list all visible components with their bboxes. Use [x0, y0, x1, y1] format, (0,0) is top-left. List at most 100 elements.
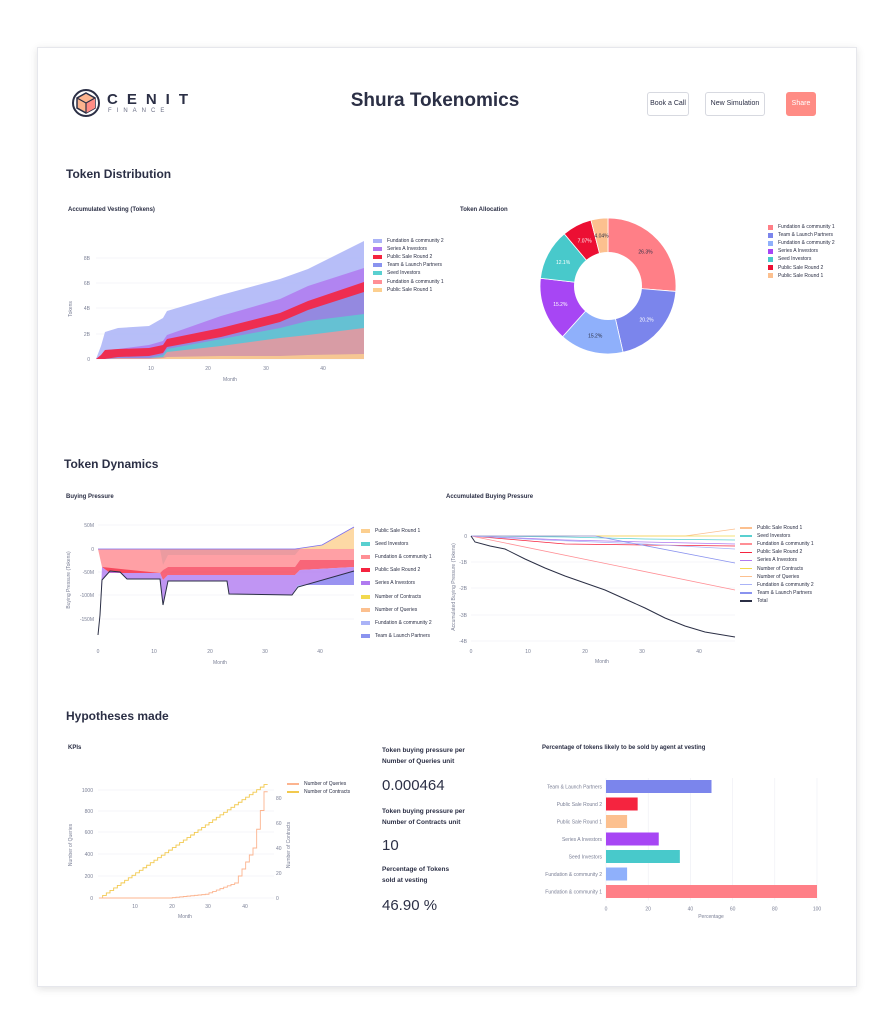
- legend-item[interactable]: Fundation & community 1: [768, 223, 835, 231]
- sell-bar[interactable]: [606, 797, 638, 811]
- buying-ytick: -100M: [80, 593, 94, 599]
- sell-xtick: 60: [730, 907, 736, 913]
- sell-xtick: 80: [772, 907, 778, 913]
- kpi-ytick-left: 800: [85, 809, 94, 815]
- legend-item[interactable]: Series A Investors: [740, 556, 814, 564]
- sell-xtick: 0: [605, 907, 608, 913]
- legend-item[interactable]: Team & Launch Partners: [361, 630, 432, 643]
- sell-xtick: 20: [645, 907, 651, 913]
- section-token-dynamics: Token Dynamics: [64, 457, 159, 471]
- kpi-ytick-left: 400: [85, 852, 94, 858]
- legend-item[interactable]: Fundation & community 1: [361, 550, 432, 563]
- sell-chart-title: Percentage of tokens likely to be sold b…: [542, 745, 706, 751]
- legend-item[interactable]: Public Sale Round 1: [373, 286, 444, 294]
- legend-item[interactable]: Seed Investors: [740, 532, 814, 540]
- legend-item[interactable]: Fundation & community 2: [740, 581, 814, 589]
- donut-slice-label: 7.07%: [578, 239, 593, 245]
- kpi-ytick-left: 600: [85, 830, 94, 836]
- vesting-ytick: 4B: [84, 306, 91, 312]
- vesting-chart: 0 2B 4B 6B 8B 10 20 30 40 Month Tokens: [68, 241, 364, 383]
- book-call-button[interactable]: Book a Call: [647, 92, 689, 116]
- sell-category-label: Fundation & community 1: [545, 890, 602, 896]
- buying-legend: Public Sale Round 1 Seed Investors Funda…: [361, 524, 432, 643]
- vesting-ytick: 2B: [84, 332, 91, 338]
- legend-item[interactable]: Seed Investors: [373, 269, 444, 277]
- allocation-legend: Fundation & community 1 Team & Launch Pa…: [768, 223, 835, 280]
- acc-ylabel: Accumulated Buying Pressure (Tokens): [451, 543, 457, 631]
- acc-ytick: -2B: [459, 586, 467, 592]
- buying-xtick: 10: [151, 649, 157, 655]
- kpi-chart-title: KPIs: [68, 745, 82, 751]
- acc-xtick: 0: [470, 649, 473, 655]
- acc-xtick: 20: [582, 649, 588, 655]
- sell-percentage-bar-chart: Team & Launch Partners Public Sale Round …: [545, 778, 821, 920]
- sell-bar[interactable]: [606, 867, 628, 881]
- legend-item[interactable]: Number of Contracts: [287, 788, 350, 796]
- share-button[interactable]: Share: [786, 92, 816, 116]
- legend-item[interactable]: Series A Investors: [373, 245, 444, 253]
- accumulated-buying-pressure-chart: 0 -1B -2B -3B -4B 0 10 20 30 40 Month Ac…: [451, 528, 736, 665]
- sell-bar[interactable]: [606, 885, 817, 898]
- kpi-xtick: 20: [169, 904, 175, 910]
- sell-category-label: Seed Investors: [569, 855, 603, 861]
- sell-bar[interactable]: [606, 780, 712, 793]
- legend-item[interactable]: Fundation & community 2: [768, 239, 835, 247]
- sell-bar[interactable]: [606, 815, 628, 828]
- kpi-ytick-right: 80: [276, 796, 282, 802]
- kpi-xlabel: Month: [178, 914, 192, 920]
- legend-item[interactable]: Number of Queries: [740, 573, 814, 581]
- vesting-xtick: 40: [320, 366, 326, 372]
- legend-item[interactable]: Series A Investors: [768, 247, 835, 255]
- legend-item[interactable]: Fundation & community 1: [373, 277, 444, 285]
- legend-item[interactable]: Number of Queries: [361, 603, 432, 616]
- legend-item[interactable]: Fundation & community 2: [373, 237, 444, 245]
- sell-bar[interactable]: [606, 850, 680, 863]
- sell-category-label: Series A Investors: [562, 837, 603, 843]
- legend-item[interactable]: Total: [740, 597, 814, 605]
- legend-item[interactable]: Public Sale Round 2: [361, 564, 432, 577]
- vesting-xtick: 10: [148, 366, 154, 372]
- buying-ylabel: Buying Pressure (Tokens): [66, 551, 72, 609]
- legend-item[interactable]: Public Sale Round 2: [740, 548, 814, 556]
- legend-item[interactable]: Fundation & community 2: [361, 616, 432, 629]
- kpi-ytick-left: 1000: [82, 788, 93, 794]
- legend-item[interactable]: Public Sale Round 2: [373, 253, 444, 261]
- allocation-chart-title: Token Allocation: [460, 207, 508, 213]
- kpi-ylabel-right: Number of Contracts: [286, 821, 292, 868]
- allocation-donut-chart: 26.3% 20.2% 15.2% 15.2% 12.1% 7.07%4.04%: [539, 217, 677, 355]
- logo-wordmark: CENIT: [107, 91, 197, 108]
- legend-item[interactable]: Public Sale Round 1: [740, 524, 814, 532]
- cenit-logo-icon: [72, 89, 100, 117]
- kpi-ytick-right: 20: [276, 871, 282, 877]
- donut-slice-label: 26.3%: [638, 249, 653, 255]
- legend-item[interactable]: Number of Contracts: [740, 564, 814, 572]
- legend-item[interactable]: Fundation & community 1: [740, 540, 814, 548]
- legend-item[interactable]: Number of Queries: [287, 780, 350, 788]
- legend-item[interactable]: Public Sale Round 1: [768, 272, 835, 280]
- legend-item[interactable]: Public Sale Round 1: [361, 524, 432, 537]
- section-token-distribution: Token Distribution: [66, 167, 172, 181]
- legend-item[interactable]: Seed Investors: [768, 255, 835, 263]
- vesting-xtick: 20: [205, 366, 211, 372]
- vesting-ytick: 0: [87, 357, 90, 363]
- sell-bar[interactable]: [606, 832, 659, 846]
- new-simulation-button[interactable]: New Simulation: [705, 92, 765, 116]
- donut-slice-label: 4.04%: [594, 233, 609, 239]
- legend-item[interactable]: Team & Launch Partners: [740, 589, 814, 597]
- kpi-value-queries: 0.000464: [382, 777, 445, 794]
- acc-buying-legend: Public Sale Round 1 Seed Investors Funda…: [740, 524, 814, 605]
- acc-xlabel: Month: [595, 659, 609, 665]
- legend-item[interactable]: Team & Launch Partners: [768, 231, 835, 239]
- sell-category-label: Public Sale Round 2: [557, 802, 603, 808]
- legend-item[interactable]: Seed Investors: [361, 537, 432, 550]
- donut-slice-label: 12.1%: [556, 260, 571, 266]
- legend-item[interactable]: Series A Investors: [361, 577, 432, 590]
- vesting-chart-title: Accumulated Vesting (Tokens): [68, 207, 155, 213]
- main-card: [37, 47, 857, 987]
- donut-slice-label: 15.2%: [588, 333, 603, 339]
- kpi-ylabel-left: Number of Queries: [68, 823, 74, 866]
- legend-item[interactable]: Team & Launch Partners: [373, 261, 444, 269]
- vesting-ylabel: Tokens: [68, 301, 74, 317]
- legend-item[interactable]: Public Sale Round 2: [768, 263, 835, 271]
- legend-item[interactable]: Number of Contracts: [361, 590, 432, 603]
